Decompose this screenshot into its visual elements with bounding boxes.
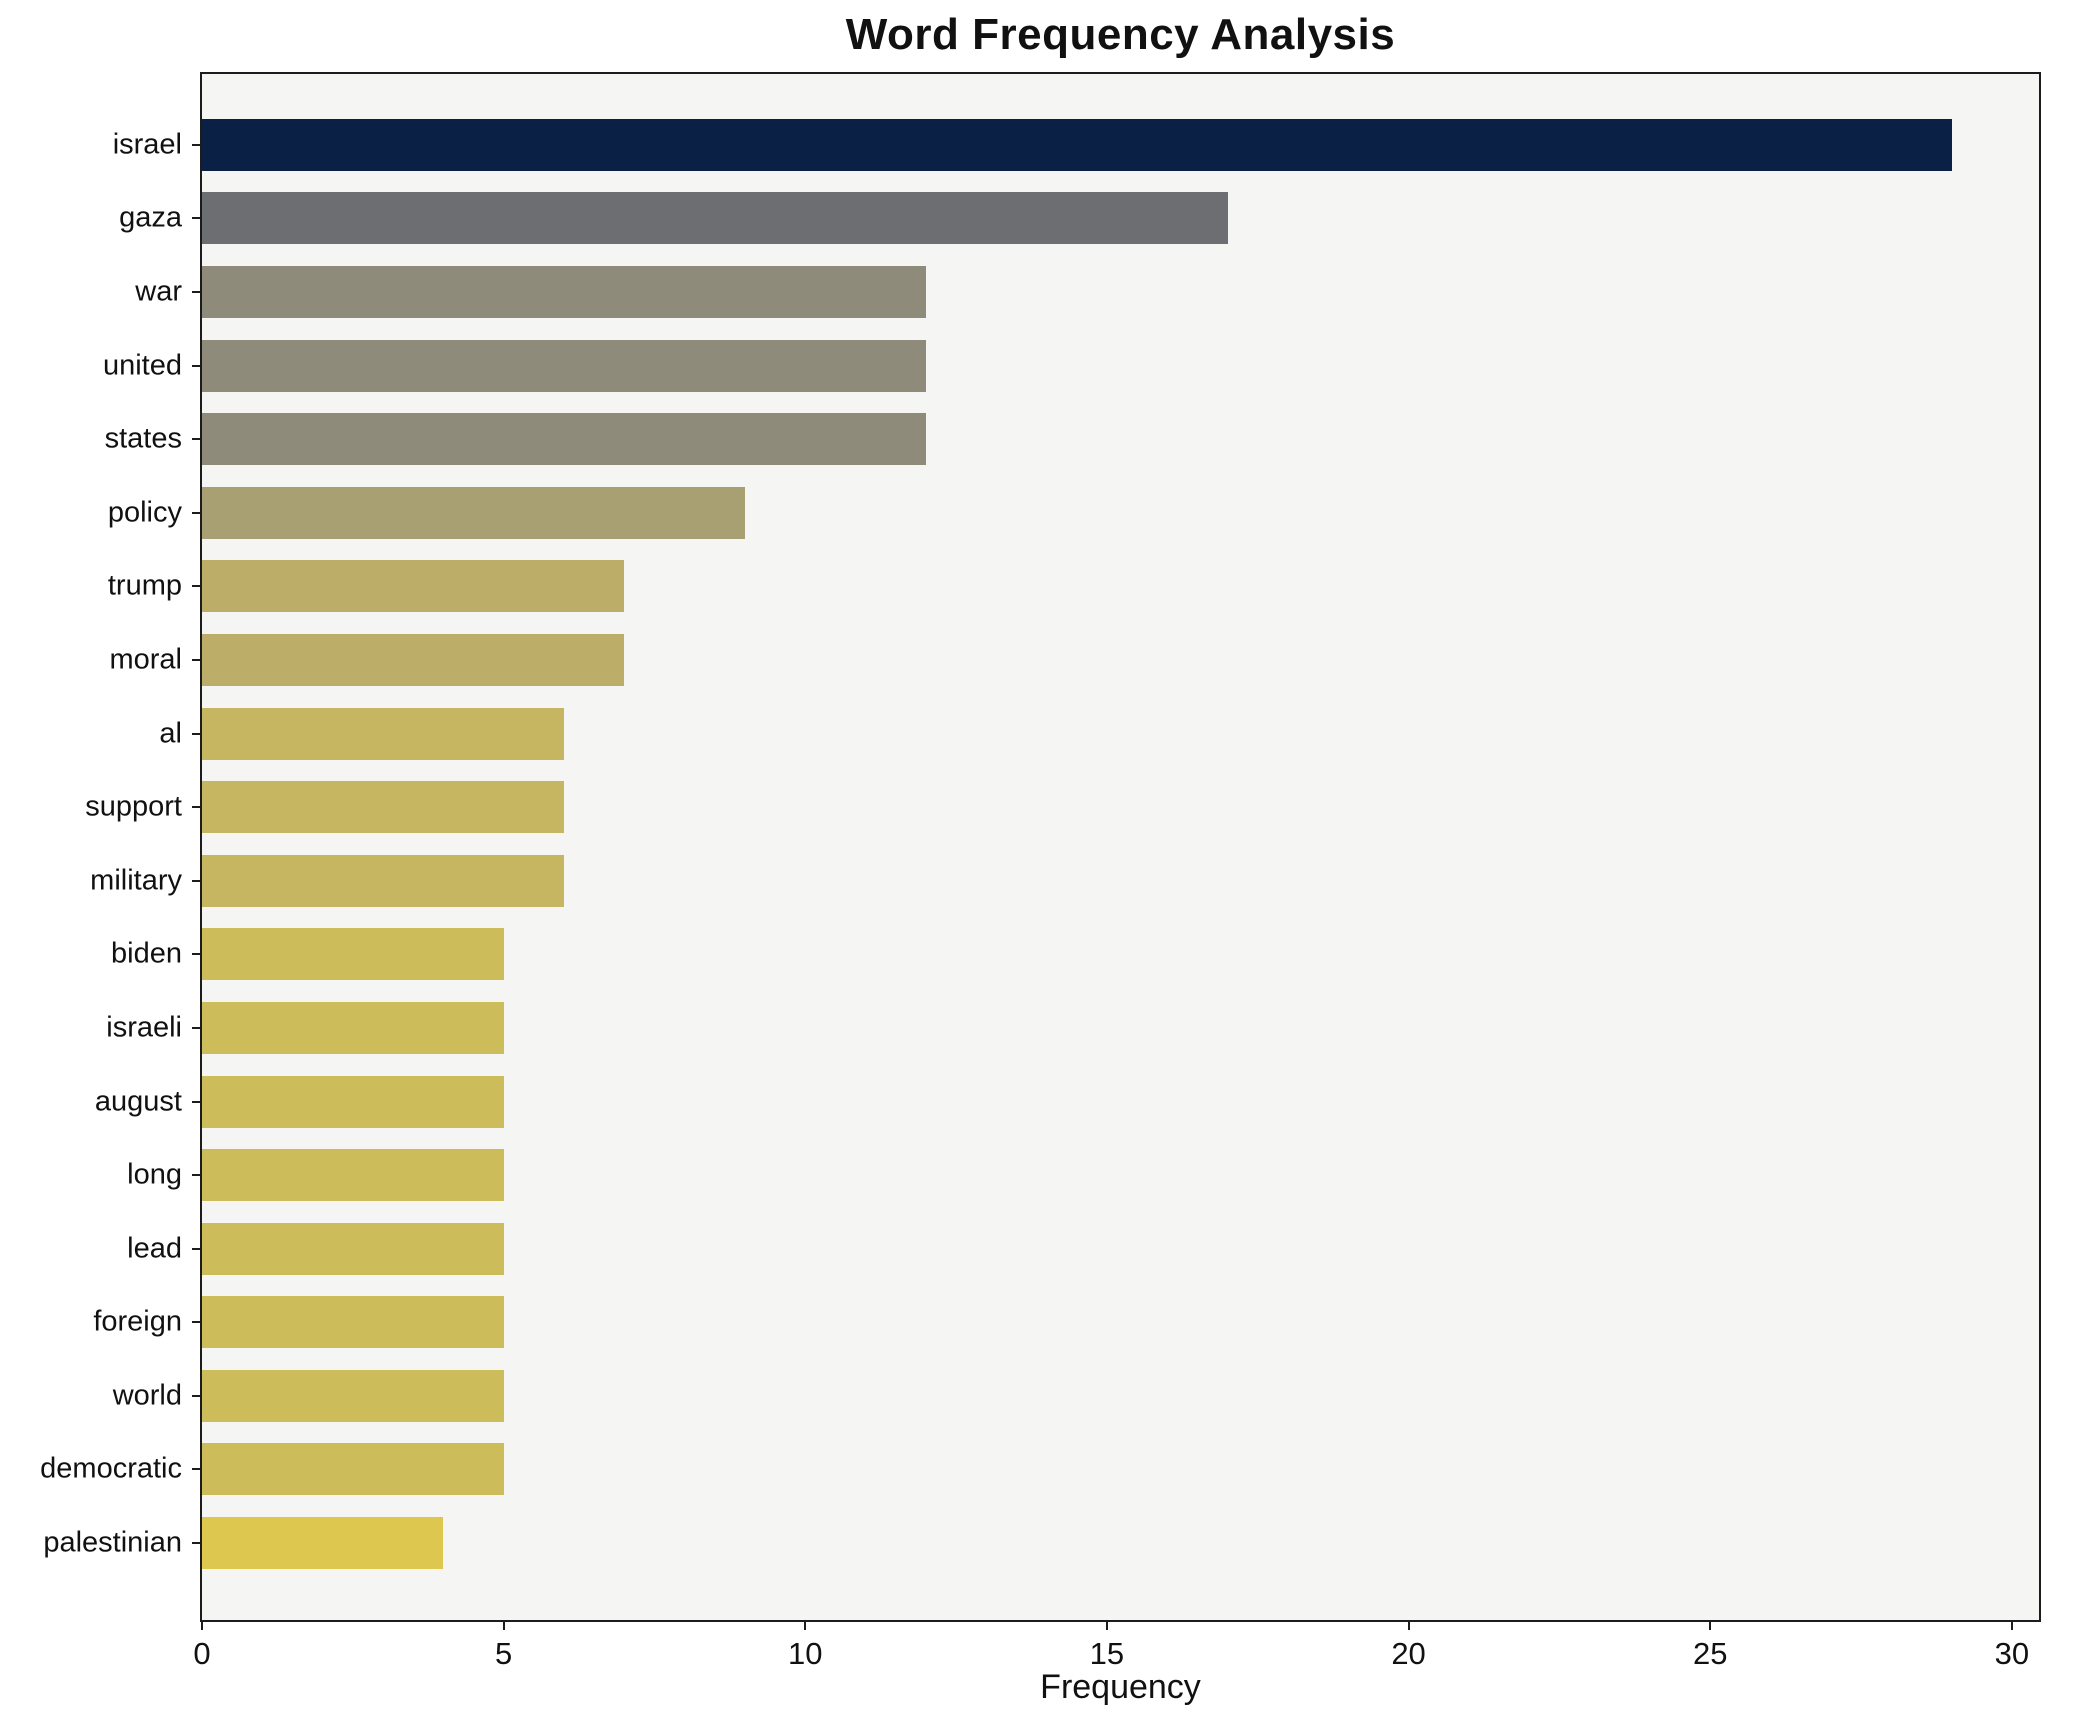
x-tick-mark [1407,1620,1410,1630]
bar-rows: israel gaza war united states policy trump mora… [40,108,2039,1580]
bar [202,928,504,981]
bar-row: democratic [40,1433,2039,1507]
y-tick-mark [192,658,202,661]
bar-row: august [95,1065,2039,1139]
x-tick-label: 30 [1994,1636,2030,1671]
y-tick-mark [192,1394,202,1397]
bar-row: united [103,329,2039,403]
bar [202,633,625,686]
x-axis-title: Frequency [1040,1668,1201,1706]
x-tick-mark [201,1620,203,1630]
y-tick-mark [192,511,202,514]
y-tick-label: august [94,1085,182,1118]
y-tick-mark [192,1542,202,1545]
bar [202,781,564,834]
y-tick-label: israeli [106,1011,182,1044]
bar-row: moral [109,623,2039,697]
y-tick-label: al [159,717,182,750]
y-tick-label: lead [127,1232,182,1265]
y-tick-mark [192,290,202,293]
y-tick-label: long [127,1158,182,1191]
bar-row: israeli [106,991,2039,1065]
y-tick-label: palestinian [43,1526,182,1559]
y-tick-mark [192,143,202,146]
x-tick-mark [502,1620,505,1630]
bar-row: policy [108,476,2039,550]
bar [202,486,745,539]
bar [202,1149,504,1202]
y-tick-label: war [135,275,182,308]
bar [202,192,1228,245]
x-tick-mark [1709,1620,1712,1630]
y-tick-label: states [104,422,182,455]
y-tick-label: democratic [40,1452,182,1485]
plot-area: israel gaza war united states policy trump mora… [40,72,2041,1671]
bar-row: gaza [119,182,2039,256]
bar [202,1075,504,1128]
bar-row: states [105,402,2039,476]
y-tick-label: biden [111,937,182,970]
bar [202,1001,504,1054]
x-tick-mark [804,1620,807,1630]
x-tick-mark [1105,1620,1108,1630]
x-tick-label: 25 [1692,1636,1728,1671]
bar-row: trump [108,550,2039,624]
y-tick-mark [192,217,202,220]
bar-row: palestinian [43,1506,2039,1580]
bar-row: support [85,770,2039,844]
y-tick-label: trump [107,569,182,602]
y-tick-label: gaza [119,201,182,234]
x-tick-label: 0 [193,1636,211,1671]
bar [202,1222,504,1275]
bar [202,265,926,318]
bar [202,854,564,907]
x-tick-label: 15 [1089,1636,1125,1671]
y-tick-label: policy [107,496,182,529]
y-tick-label: support [85,790,182,823]
bar [202,707,564,760]
y-tick-mark [192,1100,202,1103]
bar-row: long [127,1138,2039,1212]
x-tick-mark [2010,1620,2013,1630]
bar-row: al [159,697,2039,771]
bar-row: war [135,255,2039,329]
bar [202,339,926,392]
y-tick-label: military [90,864,182,897]
y-tick-mark [192,879,202,882]
y-tick-mark [192,1026,202,1029]
bar-row: military [90,844,2039,918]
y-tick-label: united [102,349,182,382]
y-tick-label: foreign [93,1305,182,1338]
x-tick-label: 20 [1391,1636,1426,1671]
bar-row: lead [127,1212,2039,1286]
bar-row: israel [113,108,2039,182]
y-tick-mark [192,1247,202,1250]
x-tick-label: 10 [788,1636,823,1671]
bar-row: foreign [93,1286,2039,1360]
bar [202,118,1952,171]
chart-title: Word Frequency Analysis [845,10,1396,59]
bar-row: world [113,1359,2039,1433]
y-tick-mark [192,1321,202,1324]
y-tick-mark [192,1174,202,1177]
y-tick-mark [192,1468,202,1471]
y-tick-mark [192,438,202,441]
y-tick-mark [192,364,202,367]
y-tick-mark [192,806,202,809]
bar [202,1369,504,1422]
y-tick-mark [192,585,202,588]
bar [202,413,926,466]
y-tick-label: israel [112,128,182,161]
y-tick-label: moral [109,643,182,676]
y-tick-mark [192,732,202,735]
y-tick-label: world [112,1379,182,1412]
bar [202,1517,444,1570]
bar-row: biden [111,918,2039,992]
bar [202,1443,504,1496]
y-tick-mark [192,953,202,956]
x-tick-label: 5 [495,1636,513,1671]
bar [202,560,625,613]
bar [202,1296,504,1349]
